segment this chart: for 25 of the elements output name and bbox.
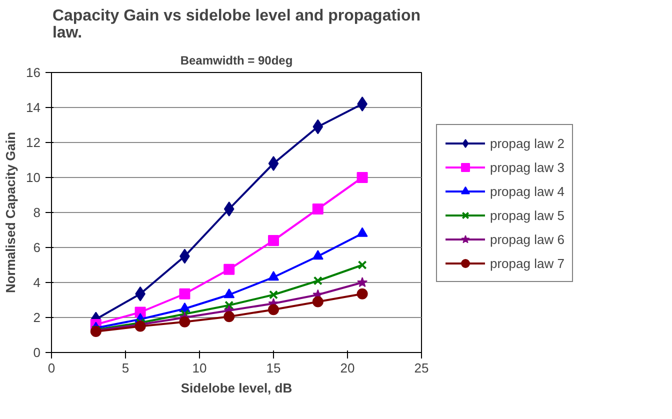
- chart-subtitle: Beamwidth = 90deg: [180, 54, 293, 68]
- legend-label: propag law 5: [490, 208, 564, 222]
- x-tick-label: 5: [122, 360, 130, 376]
- legend-label: propag law 2: [490, 136, 564, 150]
- y-tick-label: 10: [26, 170, 41, 185]
- y-tick-label: 16: [26, 65, 41, 80]
- x-axis-title: Sidelobe level, dB: [180, 380, 292, 396]
- x-tick-label: 10: [192, 360, 207, 376]
- x-tick-label: 20: [340, 360, 355, 376]
- y-tick-label: 4: [33, 275, 41, 290]
- legend-label: propag law 7: [490, 256, 564, 270]
- y-tick-label: 2: [33, 310, 41, 325]
- x-tick-label: 25: [414, 360, 429, 376]
- y-axis-title: Normalised Capacity Gain: [3, 132, 18, 294]
- legend-label: propag law 3: [490, 160, 564, 174]
- y-tick-label: 0: [33, 345, 41, 360]
- y-tick-label: 12: [26, 135, 41, 150]
- y-tick-label: 6: [33, 240, 41, 255]
- x-tick-label: 0: [48, 360, 56, 376]
- y-tick-label: 14: [26, 100, 41, 115]
- y-tick-label: 8: [33, 205, 41, 220]
- chart-title: Capacity Gain vs sidelobe level and propagation law.: [52, 8, 421, 42]
- legend-label: propag law 6: [490, 232, 564, 246]
- legend-label: propag law 4: [490, 184, 564, 198]
- x-tick-label: 15: [266, 360, 281, 376]
